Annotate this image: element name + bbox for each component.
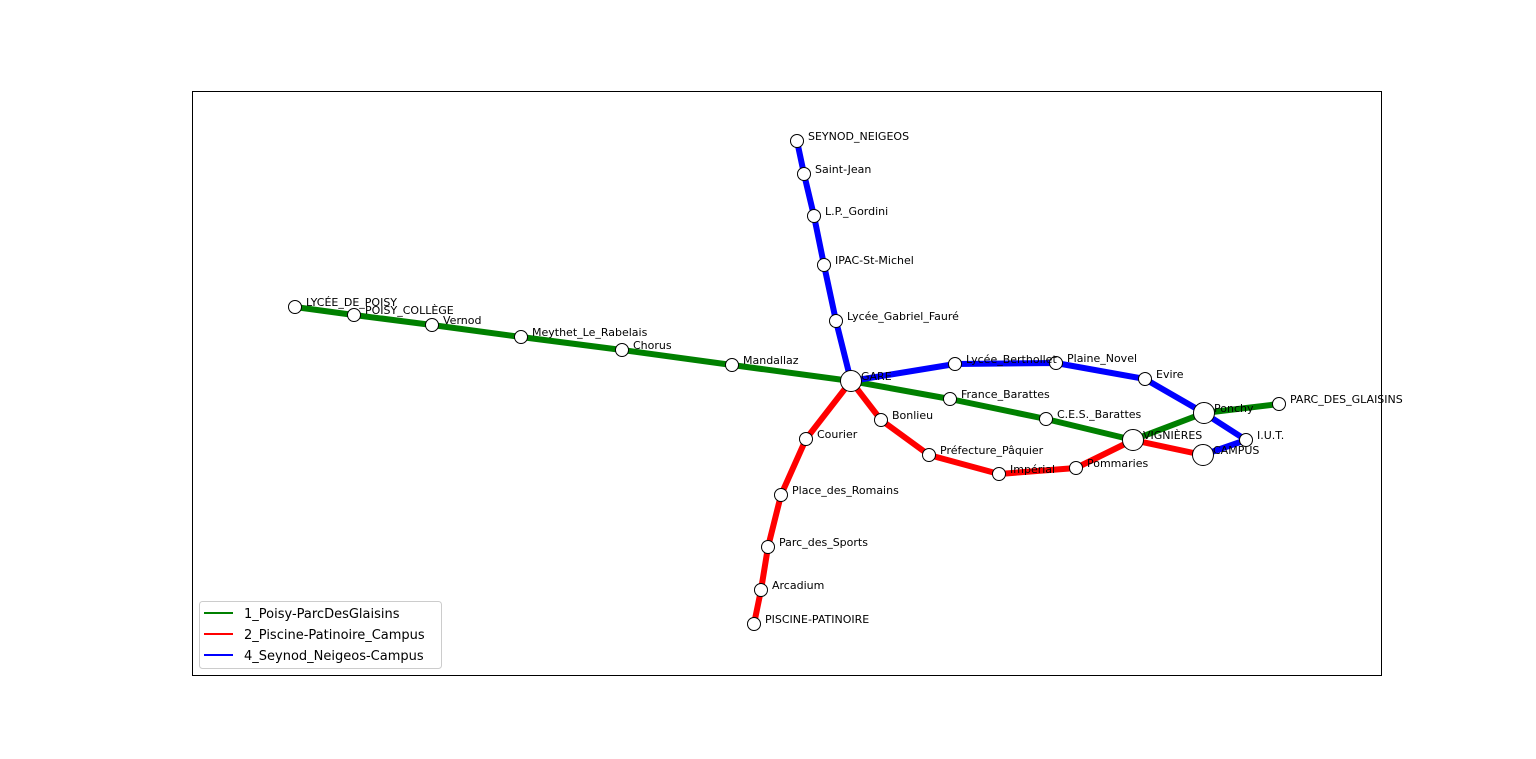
station-label-lycee-gabriel-faure: Lycée_Gabriel_Fauré (847, 310, 959, 323)
station-marker-saint-jean (797, 167, 811, 181)
station-label-seynod-neigeos: SEYNOD_NEIGEOS (808, 130, 909, 143)
stations (288, 134, 1286, 631)
station-label-l-p-gordini: L.P._Gordini (825, 205, 888, 218)
legend-label-2: 2_Piscine-Patinoire_Campus (244, 628, 425, 643)
station-label-bonlieu: Bonlieu (892, 409, 933, 422)
station-marker-gare (840, 370, 862, 392)
station-marker-france-barattes (943, 392, 957, 406)
station-marker-arcadium (754, 583, 768, 597)
legend-label-1: 1_Poisy-ParcDesGlaisins (244, 607, 400, 622)
station-marker-vignieres (1122, 429, 1144, 451)
route-line-1 (294, 304, 1280, 443)
station-marker-evire (1138, 372, 1152, 386)
station-marker-ipac-st-michel (817, 258, 831, 272)
station-label-i-u-t: I.U.T. (1257, 429, 1284, 442)
station-label-c-e-s-barattes: C.E.S._Barattes (1057, 408, 1142, 421)
station-marker-parc-des-glaisins (1272, 397, 1286, 411)
station-marker-lycee-de-poisy (288, 300, 302, 314)
station-label-meythet-le-rabelais: Meythet_Le_Rabelais (532, 326, 648, 339)
legend: 1_Poisy-ParcDesGlaisins 2_Piscine-Patinoi… (199, 601, 442, 669)
station-label-france-barattes: France_Barattes (961, 388, 1050, 401)
station-marker-l-p-gordini (807, 209, 821, 223)
station-marker-bonlieu (874, 413, 888, 427)
station-label-mandallaz: Mandallaz (743, 354, 799, 367)
station-label-vignieres: VIGNIÈRES (1143, 429, 1202, 442)
station-marker-lycee-gabriel-faure (829, 314, 843, 328)
station-marker-imperial (992, 467, 1006, 481)
station-label-evire: Evire (1156, 368, 1184, 381)
station-label-lycee-de-poisy: LYCÉE_DE_POISY (306, 296, 397, 309)
station-marker-lycee-berthollet (948, 357, 962, 371)
station-label-parc-des-glaisins: PARC_DES_GLAISINS (1290, 393, 1403, 406)
station-marker-courier (799, 432, 813, 446)
legend-entries: 1_Poisy-ParcDesGlaisins 2_Piscine-Patinoi… (204, 607, 425, 664)
station-label-campus: CAMPUS (1213, 444, 1259, 457)
plot-frame (192, 91, 1382, 676)
station-label-ipac-st-michel: IPAC-St-Michel (835, 254, 914, 267)
station-label-prefecture-paquier: Préfecture_Pâquier (940, 444, 1044, 457)
station-label-lycee-berthollet: Lycée_Berthollet (966, 353, 1057, 366)
station-marker-pommaries (1069, 461, 1083, 475)
station-label-saint-jean: Saint-Jean (815, 163, 871, 176)
station-label-gare: GARE (861, 370, 892, 383)
station-label-plaine-novel: Plaine_Novel (1067, 352, 1137, 365)
station-marker-parc-des-sports (761, 540, 775, 554)
station-label-parc-des-sports: Parc_des_Sports (779, 536, 868, 549)
station-label-chorus: Chorus (633, 339, 672, 352)
station-marker-plaine-novel (1049, 356, 1063, 370)
station-label-pommaries: Pommaries (1087, 457, 1148, 470)
station-marker-place-des-romains (774, 488, 788, 502)
station-marker-mandallaz (725, 358, 739, 372)
route-line-2 (751, 378, 1204, 625)
station-label-vernod: Vernod (443, 314, 481, 327)
station-marker-i-u-t (1239, 433, 1253, 447)
station-label-courier: Courier (817, 428, 858, 441)
station-marker-vernod (425, 318, 439, 332)
station-label-place-des-romains: Place_des_Romains (792, 484, 899, 497)
station-label-piscine-patinoire: PISCINE-PATINOIRE (765, 613, 869, 626)
station-marker-chorus (615, 343, 629, 357)
station-label-imperial: Impérial (1010, 463, 1055, 476)
station-label-poisy-college: POISY_COLLÈGE (365, 304, 454, 317)
station-label-arcadium: Arcadium (772, 579, 824, 592)
legend-label-3: 4_Seynod_Neigeos-Campus (244, 649, 424, 664)
station-marker-prefecture-paquier (922, 448, 936, 462)
station-marker-ponchy (1193, 402, 1215, 424)
station-marker-poisy-college (347, 308, 361, 322)
station-marker-c-e-s-barattes (1039, 412, 1053, 426)
legend-box (199, 601, 442, 669)
station-marker-seynod-neigeos (790, 134, 804, 148)
station-marker-meythet-le-rabelais (514, 330, 528, 344)
station-label-ponchy: Ponchy (1214, 402, 1254, 415)
station-marker-piscine-patinoire (747, 617, 761, 631)
station-marker-campus (1192, 444, 1214, 466)
